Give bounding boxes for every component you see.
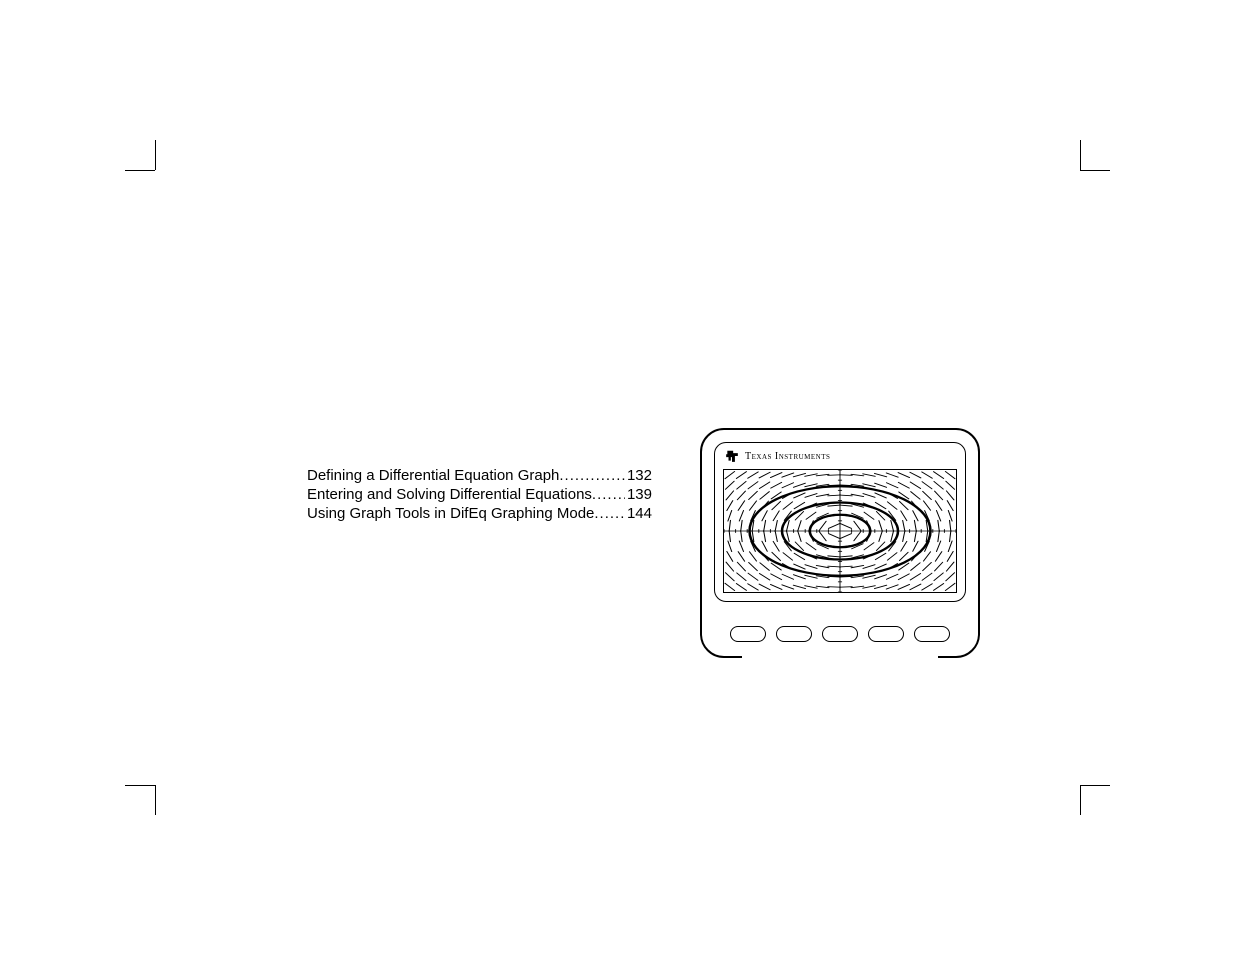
crop-mark: [155, 785, 156, 815]
toc-entry-page: 139: [625, 485, 652, 504]
toc-entry-page: 132: [625, 466, 652, 485]
calculator-button-row: [702, 626, 978, 642]
calculator-soft-key: [822, 626, 858, 642]
toc-entry: Using Graph Tools in DifEq Graphing Mode…: [307, 504, 652, 523]
toc-leader-dots: [559, 466, 625, 485]
toc-entry: Defining a Differential Equation Graph 1…: [307, 466, 652, 485]
calculator-screen: [723, 469, 957, 593]
toc-leader-dots: [594, 504, 625, 523]
crop-mark: [125, 170, 155, 171]
calculator-soft-key: [914, 626, 950, 642]
crop-mark: [1080, 140, 1081, 170]
ti-logo-icon: [725, 449, 739, 463]
toc-entry-title: Entering and Solving Differential Equati…: [307, 485, 592, 504]
calculator-soft-key: [730, 626, 766, 642]
phase-portrait-plot: [724, 470, 956, 592]
table-of-contents: Defining a Differential Equation Graph 1…: [307, 466, 652, 523]
calculator-soft-key: [868, 626, 904, 642]
crop-mark: [155, 140, 156, 170]
calculator-brand: Texas Instruments: [725, 449, 830, 463]
crop-mark: [1080, 785, 1110, 786]
crop-mark: [125, 785, 155, 786]
calculator-bezel: Texas Instruments: [714, 442, 966, 602]
toc-leader-dots: [592, 485, 625, 504]
toc-entry-page: 144: [625, 504, 652, 523]
toc-entry: Entering and Solving Differential Equati…: [307, 485, 652, 504]
calculator-body: Texas Instruments: [700, 428, 980, 658]
toc-entry-title: Defining a Differential Equation Graph: [307, 466, 559, 485]
calculator-soft-key: [776, 626, 812, 642]
crop-mark: [1080, 170, 1110, 171]
document-page: Defining a Differential Equation Graph 1…: [0, 0, 1235, 954]
toc-entry-title: Using Graph Tools in DifEq Graphing Mode: [307, 504, 594, 523]
calculator-brand-text: Texas Instruments: [745, 451, 830, 462]
crop-mark: [1080, 785, 1081, 815]
calculator-illustration: Texas Instruments: [700, 428, 980, 658]
